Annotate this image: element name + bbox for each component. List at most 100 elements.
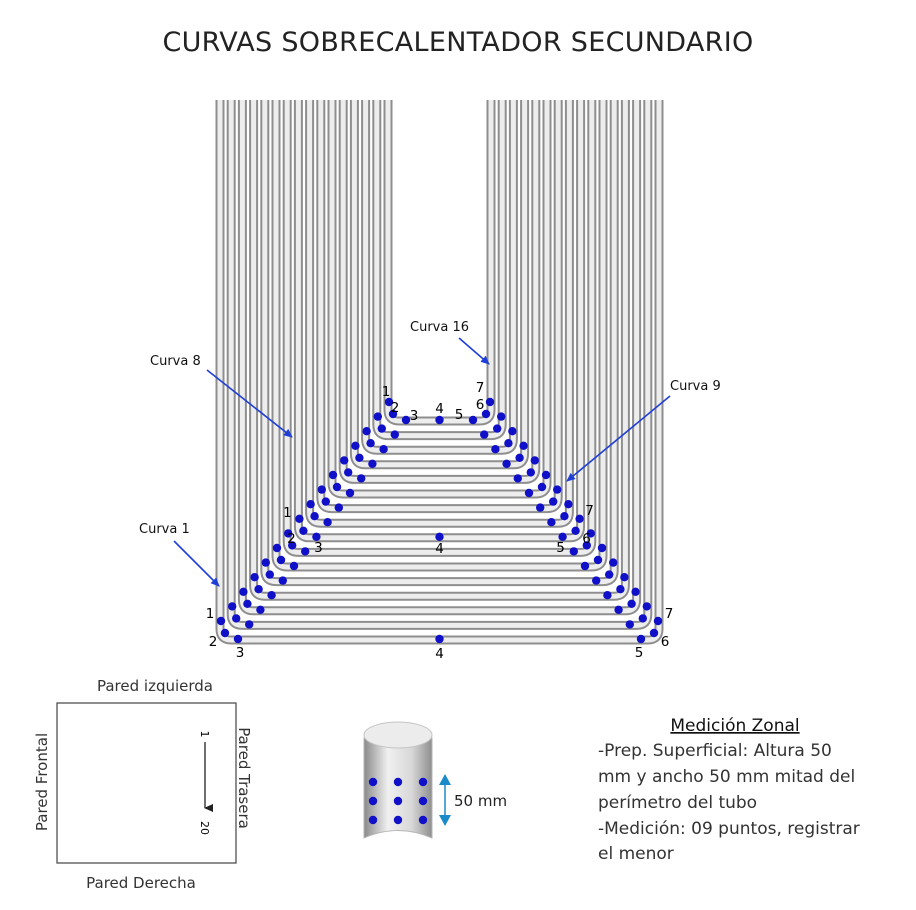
measurement-point	[228, 602, 237, 611]
tube-11	[329, 100, 550, 497]
cylinder-point	[418, 796, 428, 806]
measurement-point	[373, 412, 382, 421]
measurement-point	[334, 503, 343, 512]
tube-10	[318, 100, 561, 512]
tube-12	[340, 100, 539, 482]
point-number-4: 4	[435, 646, 444, 662]
notes-line-1: -Prep. Superficial: Altura 50	[598, 741, 832, 761]
measurement-point	[323, 518, 332, 527]
tube-13	[351, 100, 528, 468]
tube-14	[363, 100, 516, 453]
measurement-point	[642, 602, 651, 611]
tube-7	[284, 100, 595, 555]
point-number-3: 3	[410, 408, 419, 424]
tube-outline	[383, 100, 496, 426]
measurement-point	[265, 570, 274, 579]
point-number-6: 6	[582, 531, 591, 547]
measurement-point	[301, 547, 310, 556]
tube-outline	[305, 100, 574, 528]
measurement-point	[233, 634, 243, 644]
measurement-point	[328, 470, 338, 480]
tube-4	[251, 100, 628, 599]
measurement-point	[541, 470, 551, 480]
arrow-curva-8	[206, 369, 293, 438]
measurement-point	[564, 500, 573, 509]
point-number-5: 5	[635, 645, 644, 661]
height-arrow-down	[439, 815, 451, 826]
measurement-point	[256, 605, 265, 614]
tube-16	[385, 100, 494, 424]
label-pared-derecha: Pared Derecha	[86, 874, 196, 892]
measurement-point	[497, 412, 506, 421]
measurement-point	[384, 397, 394, 407]
measurement-point	[481, 409, 491, 419]
measurement-point	[272, 543, 282, 553]
measurement-notes: Medición Zonal -Prep. Superficial: Altur…	[598, 716, 860, 864]
point-number-6: 6	[476, 397, 485, 413]
measurement-point	[435, 634, 444, 644]
measurement-point	[593, 555, 603, 565]
measurement-point	[312, 532, 321, 541]
measurement-point	[435, 415, 444, 425]
measurement-point	[519, 441, 528, 450]
callout-curva-9: Curva 9	[566, 379, 721, 482]
measurement-point	[435, 532, 444, 541]
point-number-2: 2	[287, 531, 296, 547]
cylinder-body	[363, 737, 433, 839]
measurement-point	[614, 605, 623, 614]
measurement-point	[627, 599, 636, 608]
measurement-point	[284, 529, 293, 538]
measurement-point	[345, 488, 355, 498]
tube-2	[228, 100, 651, 628]
measurement-point	[530, 456, 539, 465]
measurement-point	[508, 427, 517, 436]
measurement-point	[485, 397, 495, 407]
measurement-point	[609, 558, 618, 567]
cylinder-point	[418, 777, 428, 787]
label-curva-9: Curva 9	[670, 379, 721, 394]
point-number-1: 1	[206, 606, 215, 622]
point-number-4: 4	[435, 541, 444, 557]
cylinder-point	[393, 796, 403, 806]
measurement-point	[493, 424, 502, 433]
measurement-point	[586, 529, 595, 538]
point-number-5: 5	[455, 407, 464, 423]
tube-3	[239, 100, 640, 614]
measurement-point	[379, 445, 388, 454]
measurement-point	[625, 620, 634, 629]
measurement-point	[267, 591, 276, 600]
notes-line-2: mm y ancho 50 mm mitad del	[598, 767, 855, 787]
measurement-point	[504, 439, 513, 448]
callout-curva-16: Curva 16	[410, 320, 490, 365]
measurement-point	[401, 415, 411, 425]
point-number-5: 5	[556, 540, 565, 556]
cylinder-points	[368, 777, 428, 825]
measurement-point	[491, 445, 500, 454]
label-start-1: 1	[198, 731, 211, 738]
measurement-point	[558, 532, 567, 541]
point-number-2: 2	[209, 634, 218, 650]
measurement-point	[638, 614, 647, 623]
measurement-point	[388, 409, 398, 419]
notes-line-4: -Medición: 09 puntos, registrar	[598, 819, 860, 839]
wall-diagram-frame	[56, 702, 237, 864]
measurement-point	[351, 441, 360, 450]
point-number-7: 7	[665, 606, 674, 622]
measurement-point	[513, 474, 522, 483]
arrow-curva-16	[458, 337, 490, 365]
notes-line-3: perímetro del tubo	[598, 793, 757, 813]
measurement-point	[636, 634, 646, 644]
measurement-point	[597, 543, 607, 553]
measurement-point	[580, 561, 590, 571]
tube-cylinder-diagram: 50 mm	[363, 721, 507, 839]
measurement-point	[310, 512, 319, 521]
measurement-point	[547, 518, 556, 527]
measurement-point	[582, 541, 591, 550]
measurement-point	[299, 526, 308, 535]
point-number-3: 3	[236, 645, 245, 661]
measurement-point	[368, 459, 377, 468]
measurement-point	[261, 558, 270, 567]
measurement-point	[362, 427, 371, 436]
